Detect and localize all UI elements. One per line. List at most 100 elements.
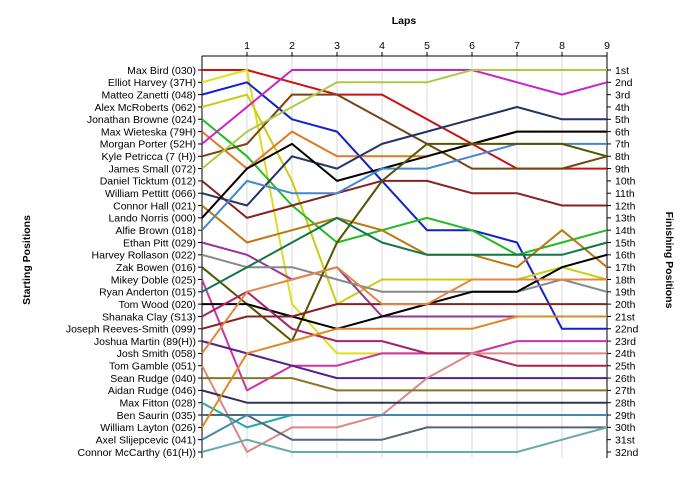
left-axis-title: Starting Positions [21, 215, 33, 305]
finishing-position-label: 29th [615, 410, 636, 422]
starting-position-label: Matteo Zanetti (048) [101, 89, 196, 101]
axis-labels: 1 2 3 4 5 6 7 8 9 Max Bird (030) 1st Elliot Harvey … [66, 40, 639, 459]
lap-tick-label: 5 [424, 40, 430, 52]
finishing-position-label: 15th [615, 237, 636, 249]
series-lines [201, 69, 608, 453]
starting-position-label: Connor Hall (021) [113, 200, 196, 212]
finishing-position-label: 25th [615, 361, 636, 373]
series-line-12 [201, 204, 608, 269]
starting-position-label: Elliot Harvey (37H) [108, 77, 196, 89]
finishing-position-label: 31st [615, 434, 635, 446]
finishing-position-label: 14th [615, 225, 636, 237]
series-line-30 [201, 315, 607, 428]
finishing-position-label: 3rd [615, 89, 630, 101]
starting-position-label: William Layton (026) [100, 422, 196, 434]
starting-position-label: William Pettitt (066) [105, 188, 196, 200]
finishing-position-label: 11th [615, 188, 635, 200]
lap-tick-label: 3 [334, 40, 340, 52]
finishing-position-label: 27th [615, 385, 636, 397]
lap-tick-label: 4 [379, 40, 385, 52]
series-line-7 [201, 69, 608, 145]
finishing-position-label: 32nd [615, 447, 639, 459]
finishing-position-label: 19th [615, 287, 636, 299]
starting-position-label: Ryan Anderton (015) [99, 287, 196, 299]
finishing-position-label: 22nd [615, 324, 639, 336]
finishing-position-label: 5th [615, 114, 630, 126]
finishing-position-label: 9th [615, 163, 630, 175]
starting-position-label: Jonathan Browne (024) [87, 114, 196, 126]
finishing-position-label: 24th [615, 348, 636, 360]
finishing-position-label: 21st [615, 311, 635, 323]
starting-position-label: Zak Bowen (016) [116, 262, 196, 274]
starting-position-label: Connor McCarthy (61(H)) [78, 447, 196, 459]
series-line-25 [201, 352, 607, 453]
finishing-position-label: 17th [615, 262, 636, 274]
starting-position-label: Joshua Martin (89(H)) [94, 336, 196, 348]
x-axis-title: Laps [392, 15, 417, 27]
right-axis-title: Finishing Positions [663, 212, 675, 309]
lap-tick-label: 7 [514, 40, 520, 52]
finishing-position-label: 16th [615, 250, 636, 262]
series-line-4 [201, 93, 608, 306]
starting-position-label: James Small (072) [108, 163, 196, 175]
finishing-position-label: 1st [615, 65, 629, 77]
finishing-position-label: 28th [615, 398, 636, 410]
series-line-10 [201, 179, 607, 219]
starting-position-label: Joseph Reeves-Smith (099) [66, 324, 196, 336]
finishing-position-label: 2nd [615, 77, 633, 89]
series-line-26 [202, 377, 607, 392]
finishing-position-label: 4th [615, 102, 630, 114]
series-line-27 [201, 389, 607, 404]
series-line-19 [201, 216, 608, 293]
starting-position-label: Alfie Brown (018) [115, 225, 196, 237]
lap-tick-label: 9 [604, 40, 610, 52]
finishing-position-label: 23rd [615, 336, 636, 348]
starting-position-label: Mikey Doble (025) [111, 274, 196, 286]
finishing-position-label: 20th [615, 299, 636, 311]
starting-position-label: Tom Gamble (051) [109, 361, 196, 373]
series-line-32 [201, 426, 608, 453]
starting-position-label: Tom Wood (020) [119, 299, 196, 311]
series-line-9 [201, 69, 607, 170]
starting-position-label: Max Bird (030) [127, 65, 196, 77]
series-line-16 [201, 253, 608, 293]
lap-tick-label: 2 [289, 40, 295, 52]
finishing-position-label: 13th [615, 213, 636, 225]
finishing-position-label: 30th [615, 422, 636, 434]
starting-position-label: Alex McRoberts (062) [94, 102, 196, 114]
starting-position-label: Sean Rudge (040) [110, 373, 196, 385]
series-line-18 [201, 279, 607, 392]
series-line-29 [202, 414, 607, 441]
finishing-position-label: 7th [615, 139, 630, 151]
series-line-23 [201, 340, 607, 380]
series-line-24 [201, 266, 607, 354]
finishing-position-label: 8th [615, 151, 630, 163]
starting-position-label: Josh Smith (058) [117, 348, 196, 360]
finishing-position-label: 10th [615, 176, 636, 188]
series-line-31 [201, 414, 607, 441]
starting-position-label: Harvey Rollason (022) [92, 250, 196, 262]
starting-position-label: Axel Slijepcevic (041) [96, 434, 196, 446]
starting-position-label: Aidan Rudge (046) [108, 385, 196, 397]
starting-position-label: Daniel Ticktum (012) [100, 176, 196, 188]
starting-position-label: Lando Norris (000) [108, 213, 196, 225]
lap-tick-label: 6 [469, 40, 475, 52]
finishing-position-label: 18th [615, 274, 636, 286]
starting-position-label: Kyle Petricca (7 (H)) [101, 151, 196, 163]
starting-position-label: Max Fitton (028) [120, 398, 196, 410]
finishing-position-label: 6th [615, 126, 630, 138]
finishing-position-label: 26th [615, 373, 636, 385]
series-line-21 [201, 290, 607, 367]
starting-position-label: Ben Saurin (035) [117, 410, 196, 422]
series-line-11 [201, 106, 607, 207]
starting-position-label: Shanaka Clay (S13) [102, 311, 196, 323]
starting-position-label: Morgan Porter (52H) [100, 139, 196, 151]
starting-position-label: Max Wieteska (79H) [101, 126, 196, 138]
lap-tick-label: 8 [559, 40, 565, 52]
lap-tick-label: 1 [244, 40, 250, 52]
finishing-position-label: 12th [615, 200, 636, 212]
series-line-17 [201, 142, 608, 343]
starting-position-label: Ethan Pitt (029) [123, 237, 196, 249]
